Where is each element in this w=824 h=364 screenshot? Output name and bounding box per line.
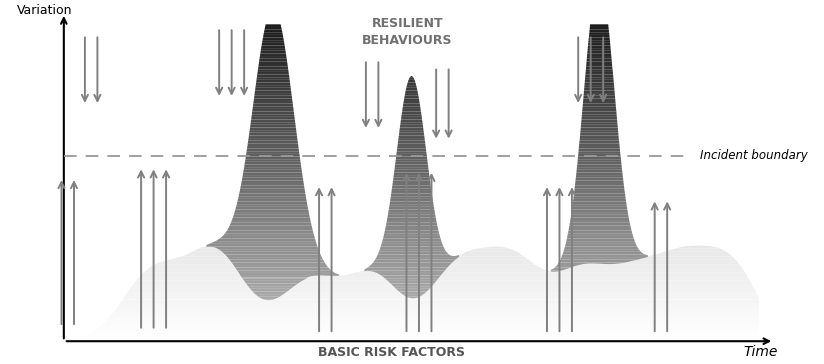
Text: Variation: Variation [17, 4, 73, 17]
Text: BASIC RISK FACTORS: BASIC RISK FACTORS [318, 346, 466, 359]
Text: Incident boundary: Incident boundary [700, 149, 808, 162]
Text: RESILIENT
BEHAVIOURS: RESILIENT BEHAVIOURS [362, 17, 452, 47]
Text: Time: Time [743, 345, 778, 359]
